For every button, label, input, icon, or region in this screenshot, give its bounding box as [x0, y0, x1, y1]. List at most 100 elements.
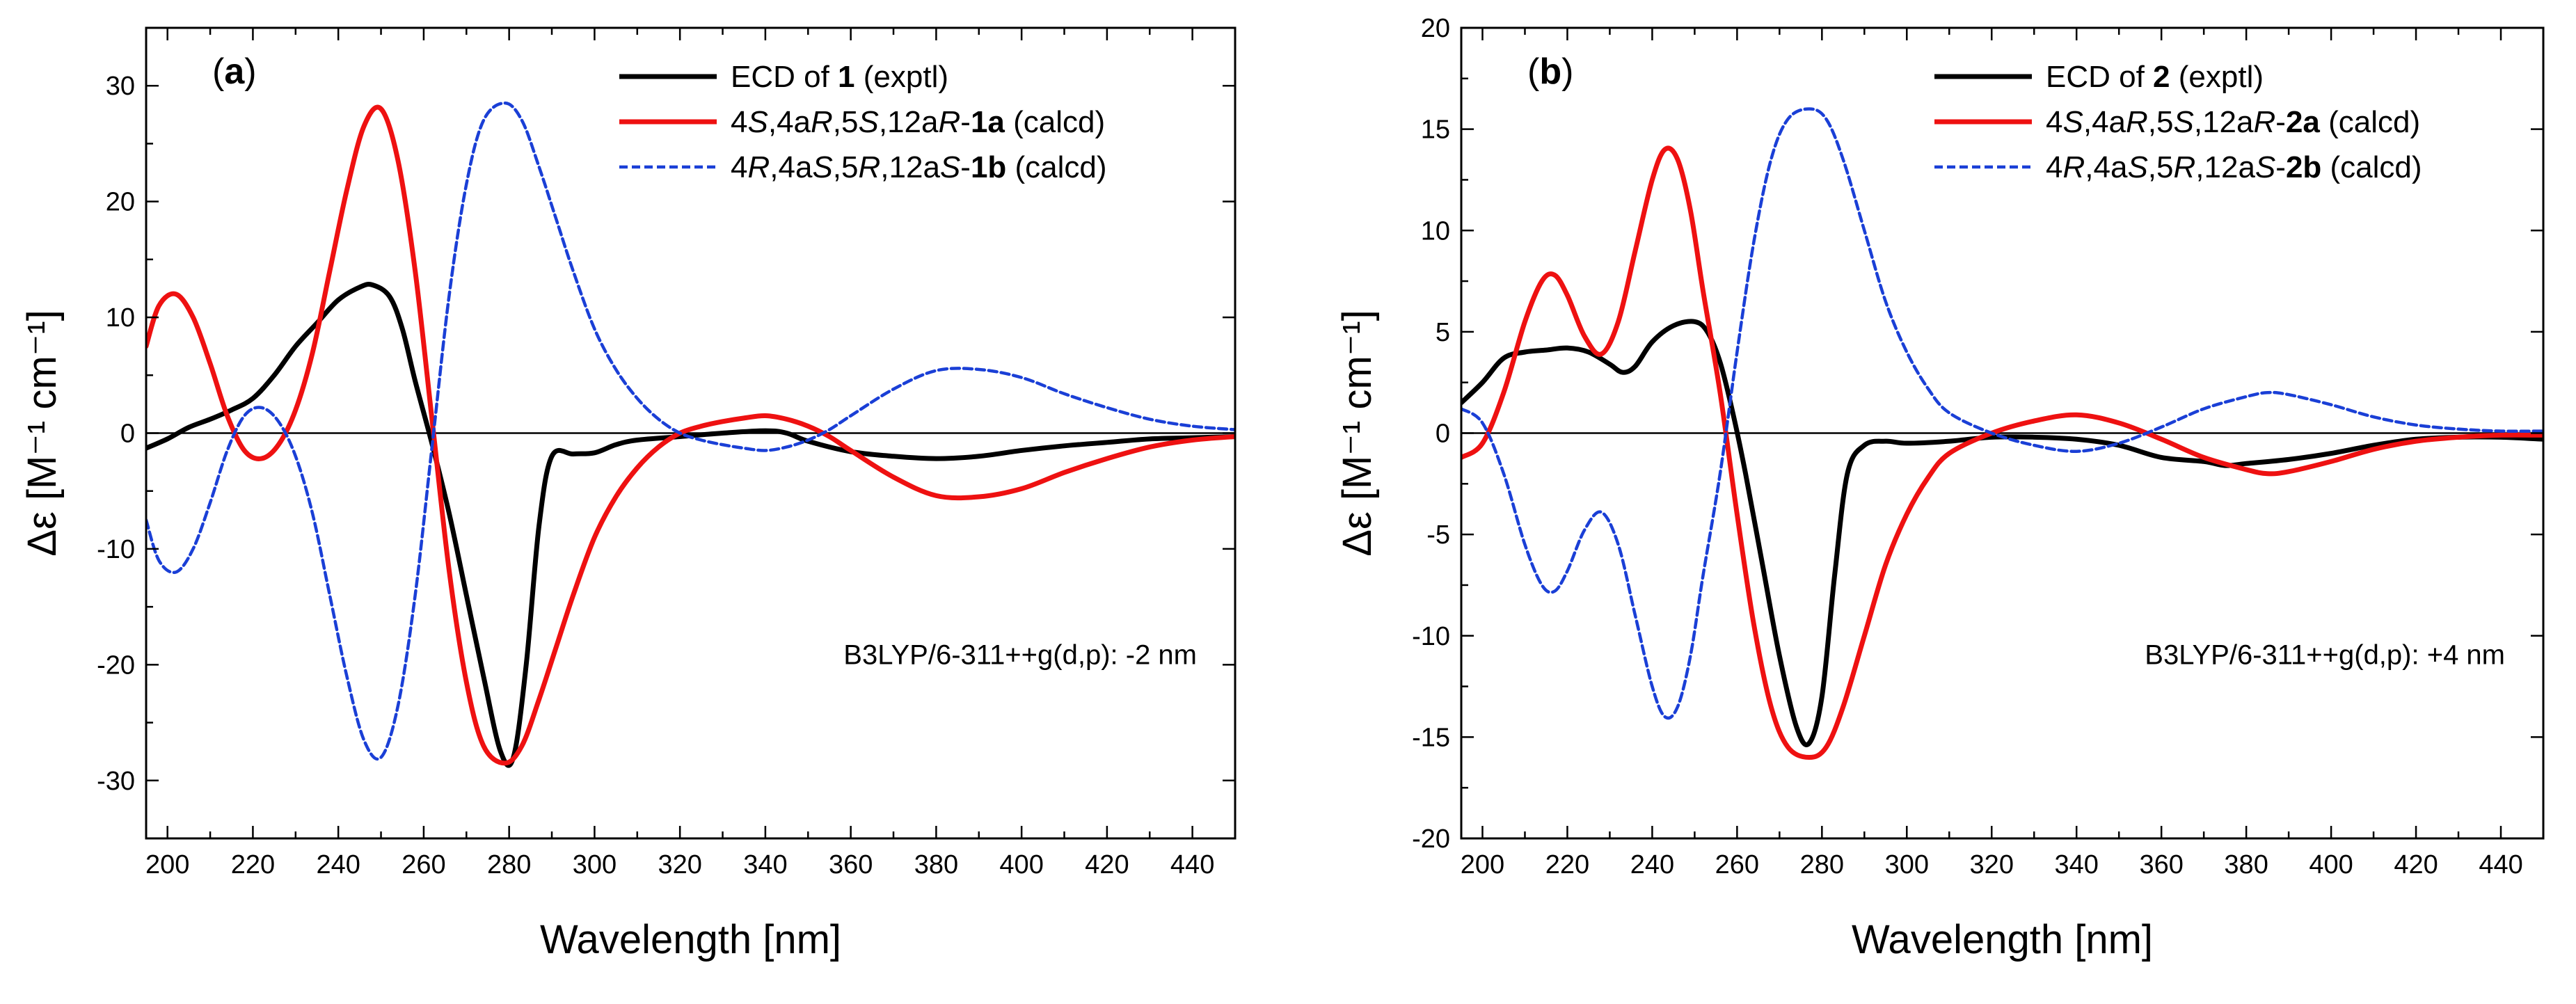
y-tick-label: -30	[97, 767, 135, 796]
legend-text-part: (calcd)	[2320, 105, 2420, 139]
y-tick-label: -20	[97, 651, 135, 680]
x-tick-label: 320	[658, 850, 701, 879]
x-tick-label: 200	[145, 850, 189, 879]
y-tick-label: 15	[1421, 115, 1450, 145]
y-tick-label: 10	[1421, 216, 1450, 246]
legend-text-part: R	[747, 150, 770, 184]
legend-text-part: 1a	[971, 105, 1005, 139]
x-tick-label: 340	[2055, 850, 2099, 879]
legend-text-part: (calcd)	[2321, 150, 2422, 184]
legend-text-part: R	[859, 150, 881, 184]
y-axis-title: Δε [M⁻¹ cm⁻¹]	[1335, 310, 1380, 557]
legend-text-part: S	[940, 150, 960, 184]
chart-panel-a: 200 220 240 260 280 300 320 340 360 380 400 420 440-…	[19, 26, 1237, 962]
y-tick-label: -10	[1412, 622, 1450, 651]
x-tick-label: 240	[1630, 850, 1674, 879]
method-annotation: B3LYP/6-311++g(d,p): +4 nm	[2145, 640, 2505, 671]
x-tick-label: 280	[1800, 850, 1844, 879]
y-tick-label: 30	[106, 72, 135, 101]
panel-label-open: (	[1527, 51, 1540, 92]
x-tick-label: 300	[1885, 850, 1929, 879]
x-tick-label: 220	[1545, 850, 1589, 879]
legend-text-part: R	[2174, 150, 2196, 184]
legend-text-part: ,12a	[880, 150, 940, 184]
x-tick-label: 380	[2224, 850, 2268, 879]
series-line-2	[1461, 145, 2543, 760]
legend-text-part: 1b	[971, 150, 1006, 184]
y-tick-label: -20	[1412, 824, 1450, 854]
series-line-1	[146, 282, 1235, 768]
legend-text-part: R	[2254, 105, 2276, 139]
legend-text-part: ,4a	[2083, 105, 2126, 139]
y-axis-title: Δε [M⁻¹ cm⁻¹]	[19, 310, 65, 557]
x-tick-label: 340	[743, 850, 787, 879]
x-axis-title: Wavelength [nm]	[540, 917, 841, 962]
y-tick-label: 5	[1436, 318, 1450, 347]
legend-text-part: ECD of	[731, 60, 838, 94]
x-tick-label: 300	[573, 850, 617, 879]
x-tick-label: 360	[829, 850, 873, 879]
y-tick-label: 0	[1436, 420, 1450, 449]
legend-text-part: ,4a	[768, 105, 811, 139]
legend-text-part: ,4a	[2085, 150, 2128, 184]
legend-text-part: ,12a	[2194, 105, 2254, 139]
panel-label-letter: a	[224, 51, 245, 92]
y-tick-label: -10	[97, 535, 135, 564]
legend-text-part: 2a	[2286, 105, 2320, 139]
legend-text-part: ,12a	[879, 105, 939, 139]
legend-label: 4R,4aS,5R,12aS-2b (calcd)	[2046, 150, 2422, 184]
panel-label-letter: b	[1539, 51, 1561, 92]
x-tick-label: 280	[487, 850, 531, 879]
legend-text-part: S	[812, 150, 832, 184]
panel-label-open: (	[212, 51, 225, 92]
legend-label: 4S,4aR,5S,12aR-2a (calcd)	[2046, 105, 2420, 139]
x-tick-label: 200	[1461, 850, 1504, 879]
series-line-3	[1461, 107, 2543, 720]
x-tick-label: 220	[231, 850, 275, 879]
legend-text-part: 4	[2046, 105, 2062, 139]
legend-text-part: S	[2127, 150, 2147, 184]
legend-text-part: ,4a	[770, 150, 813, 184]
legend-text-part: (calcd)	[1006, 150, 1106, 184]
x-axis-title: Wavelength [nm]	[1852, 917, 2153, 962]
method-annotation: B3LYP/6-311++g(d,p): -2 nm	[843, 640, 1197, 671]
legend-label: ECD of 2 (exptl)	[2046, 60, 2264, 94]
legend-text-part: R	[2126, 105, 2148, 139]
legend-text-part: ,5	[833, 105, 859, 139]
panel-label: (a)	[212, 51, 257, 92]
x-tick-label: 420	[1085, 850, 1129, 879]
x-tick-label: 400	[999, 850, 1043, 879]
legend-text-part: -	[2275, 150, 2286, 184]
legend-label: ECD of 1 (exptl)	[731, 60, 948, 94]
y-tick-label: 0	[120, 420, 135, 449]
legend-text-part: 2b	[2286, 150, 2321, 184]
legend-label: 4S,4aR,5S,12aR-1a (calcd)	[731, 105, 1105, 139]
x-tick-label: 360	[2139, 850, 2183, 879]
legend-text-part: (exptl)	[855, 60, 948, 94]
legend-text-part: -	[960, 105, 971, 139]
legend-text-part: 1	[838, 60, 854, 94]
x-tick-label: 260	[401, 850, 445, 879]
legend-text-part: 4	[2046, 150, 2062, 184]
legend-text-part: ,5	[2148, 150, 2174, 184]
y-tick-label: 10	[106, 303, 135, 333]
legend-text-part: -	[960, 150, 971, 184]
y-tick-label: 20	[106, 188, 135, 217]
legend-text-part: S	[747, 105, 768, 139]
x-tick-label: 420	[2394, 850, 2438, 879]
legend-text-part: ,5	[2148, 105, 2174, 139]
legend-text-part: 4	[731, 105, 747, 139]
panel-label-close: )	[244, 51, 256, 92]
x-tick-label: 260	[1715, 850, 1759, 879]
legend-text-part: R	[939, 105, 961, 139]
legend-text-part: S	[2255, 150, 2275, 184]
y-tick-label: 20	[1421, 14, 1450, 43]
x-tick-label: 240	[316, 850, 360, 879]
legend-text-part: S	[2174, 105, 2194, 139]
legend-text-part: (calcd)	[1005, 105, 1105, 139]
x-tick-label: 380	[914, 850, 958, 879]
chart-panel-b: 200 220 240 260 280 300 320 340 360 380 400 420 440-…	[1335, 14, 2545, 962]
x-tick-label: 440	[2479, 850, 2522, 879]
legend-text-part: R	[2062, 150, 2085, 184]
legend-text-part: 2	[2153, 60, 2170, 94]
